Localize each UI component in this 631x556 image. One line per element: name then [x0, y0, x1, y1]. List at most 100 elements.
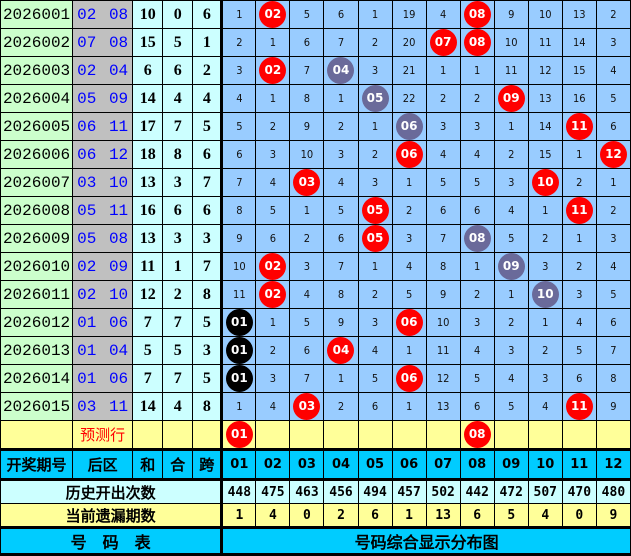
- number-cell: 2: [493, 308, 529, 337]
- history-count: 507: [527, 478, 563, 504]
- draw-sum: 16: [132, 196, 164, 225]
- number-cell: 6: [459, 196, 495, 225]
- number-cell: 5: [493, 224, 529, 253]
- draw-he: 7: [162, 112, 194, 141]
- number-cell: 16: [561, 84, 597, 113]
- number-cell: 4: [595, 56, 631, 85]
- current-miss: 4: [255, 503, 291, 528]
- number-cell: 07: [425, 28, 461, 57]
- draw-he: 5: [162, 28, 194, 57]
- draw-sum: 7: [132, 364, 164, 393]
- current-miss: 0: [289, 503, 325, 528]
- draw-period: 2026002: [0, 28, 74, 57]
- current-miss: 6: [357, 503, 393, 528]
- number-cell: 1: [357, 0, 393, 29]
- empty-cell: [192, 420, 223, 450]
- ball-red: 06: [395, 365, 423, 392]
- ball-red: 03: [293, 169, 321, 196]
- number-cell: 1: [595, 168, 631, 197]
- draw-he: 6: [162, 56, 194, 85]
- ball-red: 08: [463, 1, 491, 28]
- draw-row: 2026014 01 06 7 7 5 01 3 7 1 5 06 12 5 4 3 6 8: [0, 364, 631, 393]
- number-cell: 5: [425, 168, 461, 197]
- draw-kua: 1: [192, 28, 223, 57]
- ball-red: 06: [395, 309, 423, 336]
- ball-red: 08: [463, 421, 491, 448]
- number-cell: 3: [493, 336, 529, 365]
- empty-cell: [132, 420, 164, 450]
- number-cell: 7: [289, 56, 325, 85]
- draw-period: 2026001: [0, 0, 74, 29]
- number-cell: 5: [220, 112, 257, 141]
- number-cell: 10: [527, 0, 563, 29]
- number-cell: 1: [493, 280, 529, 309]
- number-cell: 4: [357, 336, 393, 365]
- draw-sum: 14: [132, 392, 164, 421]
- number-cell: 2: [561, 168, 597, 197]
- number-cell: 9: [289, 112, 325, 141]
- number-cell: 08: [459, 0, 495, 29]
- draw-period: 2026015: [0, 392, 74, 421]
- number-cell: 08: [459, 28, 495, 57]
- draw-sum: 14: [132, 84, 164, 113]
- number-cell: 08: [459, 224, 495, 253]
- draw-back: 06 11: [72, 112, 134, 141]
- header-number: 04: [323, 448, 359, 480]
- number-cell: 6: [255, 224, 291, 253]
- number-cell: 10: [425, 308, 461, 337]
- number-cell: 4: [493, 196, 529, 225]
- number-cell: 4: [595, 252, 631, 281]
- current-miss: 1: [391, 503, 427, 528]
- draw-row: 2026005 06 11 17 7 5 5 2 9 2 1 06 3 3 1 14 11 6: [0, 112, 631, 141]
- header-kua: 跨: [192, 448, 223, 480]
- number-cell: 02: [255, 280, 291, 309]
- number-cell: 3: [357, 56, 393, 85]
- number-cell: 15: [527, 140, 563, 169]
- number-cell: 1: [459, 56, 495, 85]
- number-cell: 10: [220, 252, 257, 281]
- number-cell: 10: [289, 140, 325, 169]
- number-cell: 7: [425, 224, 461, 253]
- draw-he: 3: [162, 224, 194, 253]
- number-cell: 21: [391, 56, 427, 85]
- number-cell: 13: [527, 84, 563, 113]
- number-cell: 6: [220, 140, 257, 169]
- draw-kua: 5: [192, 364, 223, 393]
- number-cell: 11: [561, 196, 597, 225]
- draw-period: 2026009: [0, 224, 74, 253]
- ball-red: 07: [429, 29, 457, 56]
- draw-period: 2026014: [0, 364, 74, 393]
- number-cell: 4: [561, 308, 597, 337]
- draw-he: 5: [162, 336, 194, 365]
- number-cell: 4: [459, 140, 495, 169]
- number-cell: 5: [391, 280, 427, 309]
- history-count: 494: [357, 478, 393, 504]
- number-cell: 12: [425, 364, 461, 393]
- header-number: 06: [391, 448, 427, 480]
- number-cell: 01: [220, 336, 257, 365]
- number-cell: 2: [357, 280, 393, 309]
- number-cell: 9: [323, 308, 359, 337]
- number-cell: 3: [357, 308, 393, 337]
- number-cell: 7: [323, 252, 359, 281]
- number-cell: 4: [289, 280, 325, 309]
- footer-left: 号 码 表: [0, 526, 223, 556]
- number-cell: 1: [255, 308, 291, 337]
- number-cell: 06: [391, 308, 427, 337]
- draw-back: 01 06: [72, 364, 134, 393]
- current-miss: 6: [459, 503, 495, 528]
- number-cell: 11: [493, 56, 529, 85]
- number-cell: 2: [595, 196, 631, 225]
- number-cell: 1: [391, 168, 427, 197]
- draw-row: 2026009 05 08 13 3 3 9 6 2 6 05 3 7 08 5 2 1 3: [0, 224, 631, 253]
- number-cell: 3: [391, 224, 427, 253]
- number-cell: 2: [493, 140, 529, 169]
- ball-red: 09: [497, 85, 525, 112]
- ball-black: 01: [225, 309, 253, 336]
- number-cell: 1: [459, 252, 495, 281]
- number-cell: 5: [595, 84, 631, 113]
- number-cell: 1: [357, 112, 393, 141]
- draw-row: 2026012 01 06 7 7 5 01 1 5 9 3 06 10 3 2 1 4 6: [0, 308, 631, 337]
- draw-sum: 17: [132, 112, 164, 141]
- number-cell: 3: [595, 224, 631, 253]
